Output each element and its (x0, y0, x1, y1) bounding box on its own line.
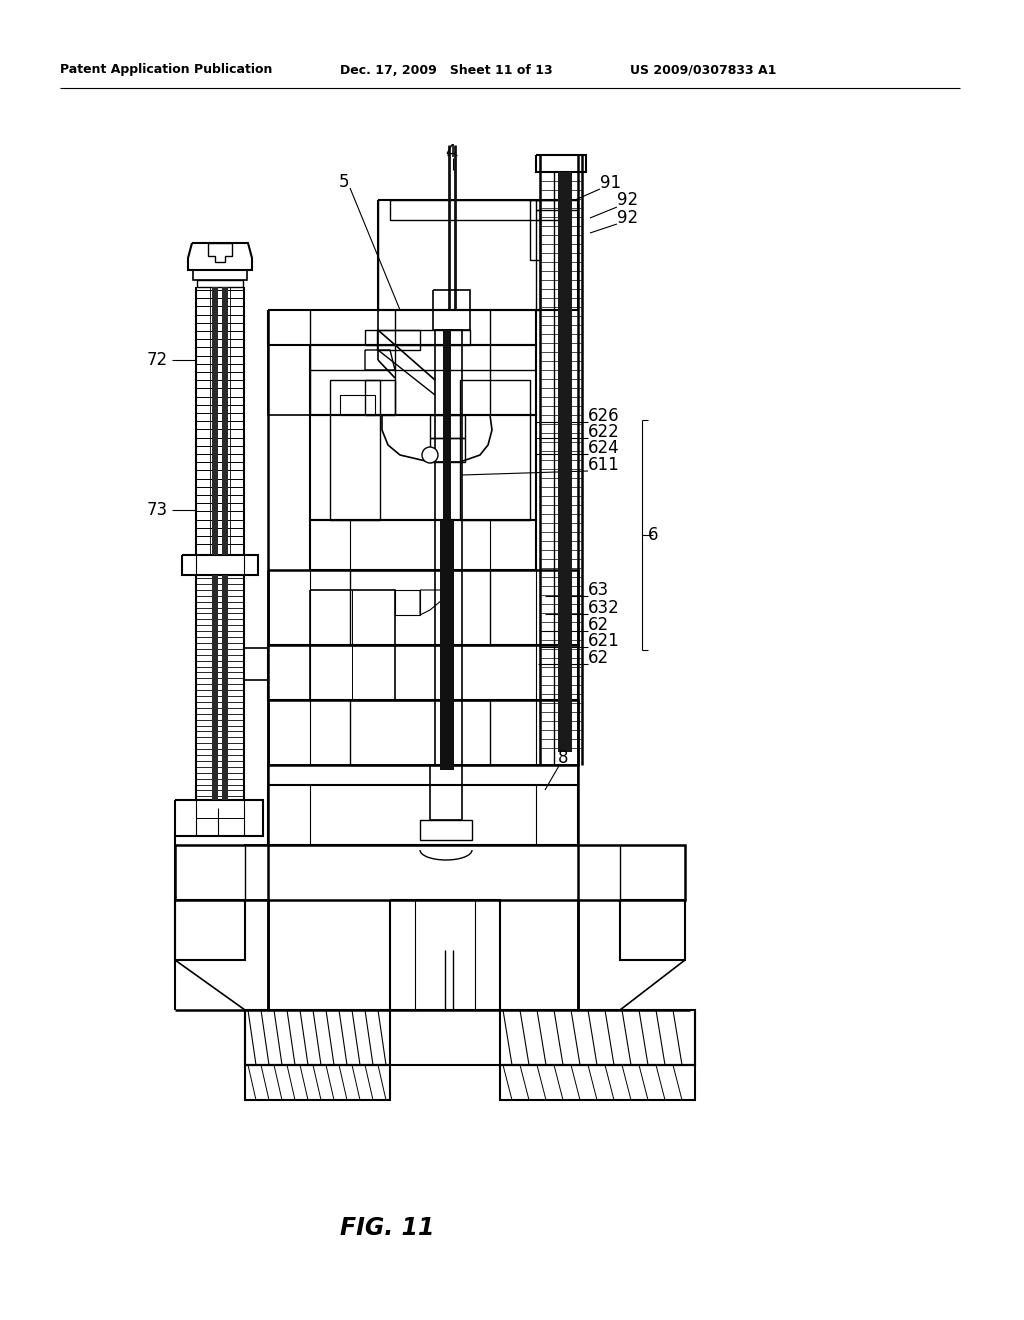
Text: US 2009/0307833 A1: US 2009/0307833 A1 (630, 63, 776, 77)
Text: 73: 73 (146, 502, 168, 519)
Bar (222, 576, 228, 800)
Text: Patent Application Publication: Patent Application Publication (60, 63, 272, 77)
Text: 62: 62 (588, 616, 609, 634)
Bar (440, 520, 454, 770)
Text: 626: 626 (588, 407, 620, 425)
Text: 62: 62 (588, 649, 609, 667)
Circle shape (422, 447, 438, 463)
Text: 92: 92 (617, 209, 638, 227)
Text: 632: 632 (588, 599, 620, 616)
Bar (212, 576, 218, 800)
Text: 611: 611 (588, 455, 620, 474)
Bar (443, 330, 451, 766)
Text: 72: 72 (146, 351, 168, 370)
Text: 8: 8 (558, 748, 568, 767)
Text: 624: 624 (588, 440, 620, 457)
Text: 4: 4 (444, 143, 456, 161)
Text: FIG. 11: FIG. 11 (340, 1216, 434, 1239)
Text: 6: 6 (648, 525, 658, 544)
Text: 92: 92 (617, 191, 638, 209)
Text: 622: 622 (588, 422, 620, 441)
Bar (222, 286, 228, 554)
Bar (212, 286, 218, 554)
Bar (558, 172, 572, 752)
Text: 621: 621 (588, 632, 620, 649)
Text: 91: 91 (600, 174, 622, 191)
Text: 5: 5 (339, 173, 349, 191)
Text: 63: 63 (588, 581, 609, 599)
Text: Dec. 17, 2009   Sheet 11 of 13: Dec. 17, 2009 Sheet 11 of 13 (340, 63, 553, 77)
